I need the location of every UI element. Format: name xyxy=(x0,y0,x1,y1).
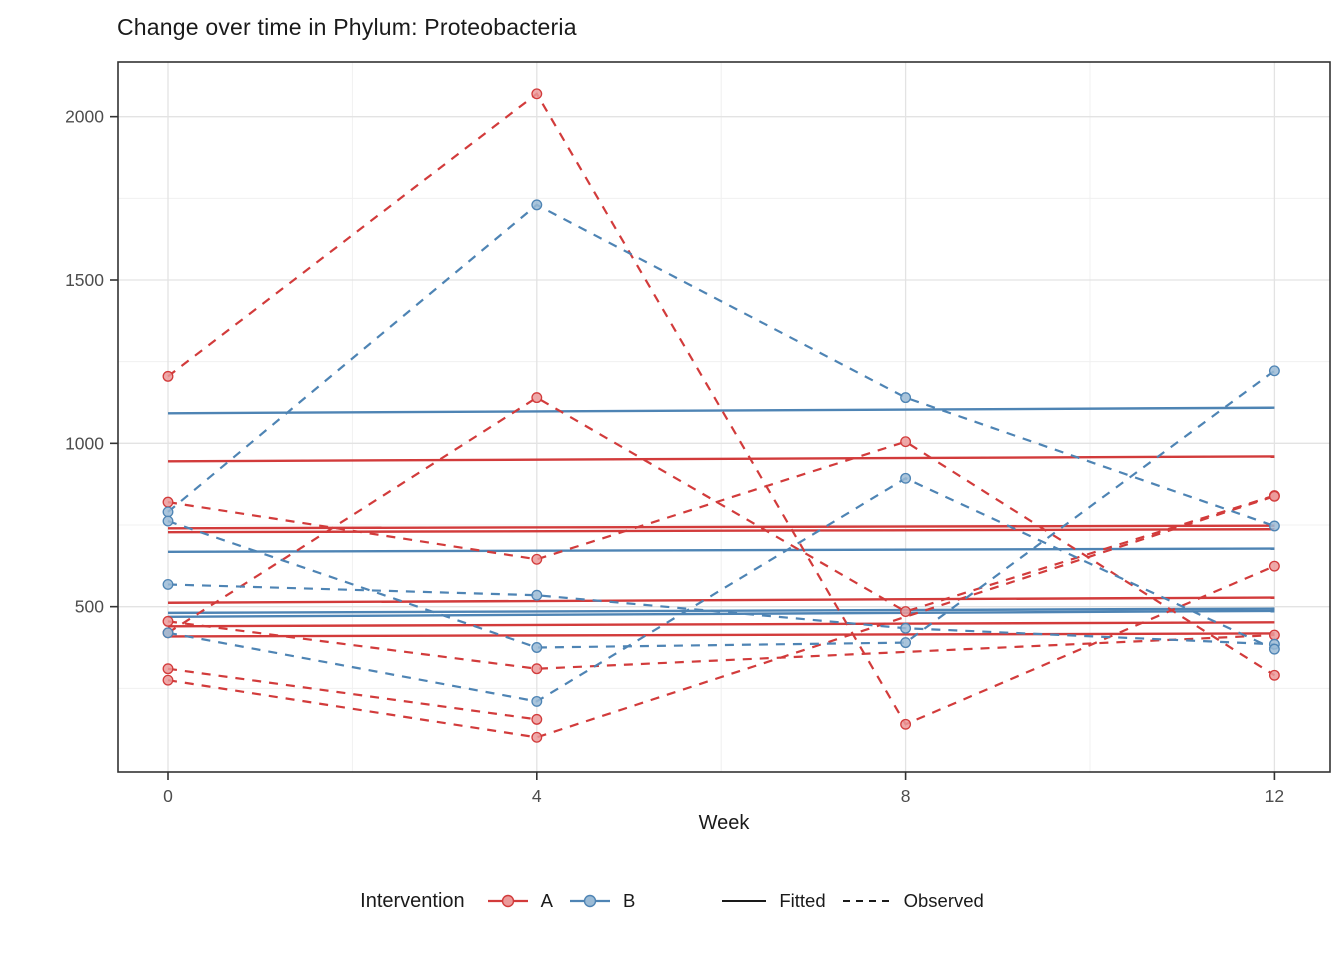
legend: Intervention A B Fitted xyxy=(0,888,1344,914)
fitted-line-fit-B-3 xyxy=(167,607,1275,615)
x-axis-title: Week xyxy=(698,812,750,834)
fitted-line-fit-A-1 xyxy=(167,455,1275,463)
legend-key-group-b: B xyxy=(567,888,635,914)
observed-point-A-3-week-4 xyxy=(531,392,543,404)
observed-line-B-2 xyxy=(167,369,1276,649)
observed-line-B-3 xyxy=(167,583,1275,646)
group-b-key-icon xyxy=(570,894,610,908)
fitted-key-icon xyxy=(722,900,767,902)
fitted-line-fit-A-6 xyxy=(167,632,1275,638)
observed-point-B-1-week-8 xyxy=(900,392,912,404)
fitted-line-fit-A-3 xyxy=(167,528,1275,534)
observed-point-A-2-week-4 xyxy=(531,553,543,565)
observed-line-A-6 xyxy=(167,495,1275,739)
observed-point-B-4-week-12 xyxy=(1268,643,1280,655)
legend-label-fitted: Fitted xyxy=(779,890,826,911)
observed-point-A-6-week-12 xyxy=(1268,490,1280,502)
observed-point-A-4-week-0 xyxy=(162,615,174,627)
observed-line-A-2 xyxy=(167,440,1275,677)
observed-point-A-6-week-4 xyxy=(531,731,543,743)
fitted-line-fit-B-1 xyxy=(167,406,1275,415)
fitted-line-fit-B-4 xyxy=(167,609,1275,618)
legend-title: Intervention xyxy=(360,889,465,912)
observed-point-B-3-week-0 xyxy=(162,579,174,590)
x-tick-label: 12 xyxy=(1265,786,1284,806)
observed-point-B-4-week-8 xyxy=(900,472,912,484)
observed-point-B-2-week-4 xyxy=(531,642,543,653)
observed-point-B-1-week-4 xyxy=(531,199,543,211)
observed-line-A-3 xyxy=(167,396,1275,634)
observed-line-A-1 xyxy=(167,92,1275,726)
legend-key-observed: Observed xyxy=(840,888,984,914)
observed-point-A-1-week-8 xyxy=(900,718,912,730)
y-tick-label: 500 xyxy=(75,597,104,617)
observed-line-A-4 xyxy=(167,620,1275,670)
observed-point-A-5-week-4 xyxy=(531,713,543,725)
observed-point-A-1-week-12 xyxy=(1268,560,1280,572)
fitted-line-fit-A-2 xyxy=(167,524,1275,530)
legend-label-observed: Observed xyxy=(903,890,984,911)
legend-label-group-a: A xyxy=(540,890,553,911)
observed-point-A-5-week-0 xyxy=(162,663,174,675)
observed-point-A-4-week-4 xyxy=(531,663,543,675)
x-tick-label: 8 xyxy=(901,786,911,806)
chart-title: Change over time in Phylum: Proteobacter… xyxy=(117,14,577,40)
observed-line-B-1 xyxy=(167,203,1275,528)
observed-point-A-1-week-4 xyxy=(531,88,543,100)
observed-point-B-1-week-12 xyxy=(1268,520,1280,532)
y-tick-label: 2000 xyxy=(65,107,104,127)
observed-point-B-2-week-12 xyxy=(1268,365,1280,377)
y-tick-label: 1000 xyxy=(65,433,104,453)
observed-point-B-4-week-4 xyxy=(531,695,543,707)
legend-label-group-b: B xyxy=(623,890,636,911)
fitted-line-fit-B-2 xyxy=(167,547,1275,553)
observed-point-A-2-week-12 xyxy=(1268,669,1280,681)
observed-point-B-3-week-4 xyxy=(531,589,543,601)
x-tick-label: 4 xyxy=(532,786,542,806)
observed-key-icon xyxy=(842,900,891,902)
observed-point-A-2-week-8 xyxy=(900,436,912,448)
observed-point-A-4-week-12 xyxy=(1268,629,1280,641)
x-tick-label: 0 xyxy=(163,786,173,806)
panel-border xyxy=(117,61,1331,773)
group-a-key-icon xyxy=(487,894,528,908)
observed-line-A-5 xyxy=(167,667,537,721)
fitted-line-fit-A-5 xyxy=(167,621,1275,628)
legend-key-fitted: Fitted xyxy=(719,888,826,914)
observed-line-B-4 xyxy=(167,477,1275,703)
observed-point-B-4-week-0 xyxy=(162,627,174,639)
observed-point-B-2-week-8 xyxy=(900,637,912,649)
observed-point-B-3-week-8 xyxy=(900,622,912,634)
observed-point-A-1-week-0 xyxy=(162,370,174,382)
observed-point-A-3-week-8 xyxy=(900,606,912,618)
observed-point-A-6-week-0 xyxy=(162,674,174,686)
observed-point-A-2-week-0 xyxy=(162,496,174,508)
legend-key-group-a: A xyxy=(485,888,553,914)
y-tick-label: 1500 xyxy=(65,270,104,290)
observed-point-B-2-week-0 xyxy=(162,515,174,527)
fitted-line-fit-A-4 xyxy=(167,596,1275,604)
observed-point-B-1-week-0 xyxy=(162,506,174,518)
